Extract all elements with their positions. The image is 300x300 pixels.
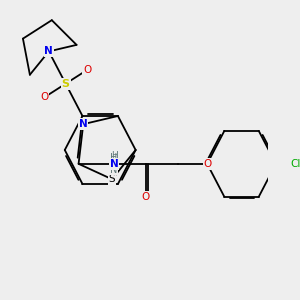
- Text: H: H: [111, 152, 117, 160]
- Text: O: O: [83, 65, 91, 75]
- Text: O: O: [40, 92, 48, 102]
- Text: N: N: [110, 159, 118, 169]
- Text: S: S: [62, 79, 70, 89]
- Text: H
N: H N: [110, 153, 118, 175]
- Text: O: O: [142, 192, 150, 202]
- Text: N: N: [79, 119, 88, 129]
- Text: N: N: [44, 46, 53, 56]
- Text: S: S: [109, 174, 115, 184]
- Text: Cl: Cl: [290, 159, 300, 169]
- Text: O: O: [204, 159, 212, 169]
